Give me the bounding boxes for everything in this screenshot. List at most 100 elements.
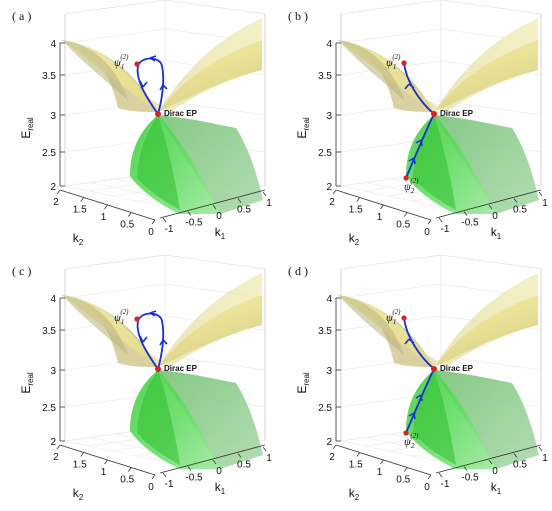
z-tick-label: 4 [326,294,332,305]
k1-tick [237,453,242,458]
k2-tick-label: 1.5 [73,460,87,471]
trajectory-arrow [159,339,168,346]
k2-tick-label: 0 [148,482,154,493]
k1-axis [435,444,542,474]
z-axis-label-sub: real [302,372,311,386]
k2-tick-label: 1.5 [349,460,363,471]
z-axis-label-sub: real [26,372,35,386]
z-tick-label: 3 [326,111,332,122]
k1-tick [538,446,543,452]
k2-tick-label: 2 [329,197,335,208]
lower-surface-side [434,115,539,214]
k2-tick [56,444,61,450]
k2-tick-label: 0.5 [120,220,134,231]
k2-tick-label: 1 [101,467,107,478]
ep-label: Dirac EP [440,109,474,118]
lower-surface-shade [137,115,180,210]
panel-label: ( b ) [288,9,308,23]
k1-tick [187,211,192,216]
k1-tick-label: -0.5 [185,218,203,229]
k2-axis-label-sub: 2 [355,238,360,247]
k1-tick [438,472,443,478]
trajectory-arrow [408,157,416,165]
lower-surface-shade [413,115,456,210]
psi-top-sup: (2) [120,53,129,61]
grid-line [64,283,166,299]
k2-tick [127,212,132,217]
k2-tick-label: 1 [377,212,383,223]
psi-bottom-sub: 2 [411,442,415,450]
k1-tick-label: 1 [266,198,272,209]
k2-tick [332,444,337,450]
k1-tick [488,459,493,465]
k1-axis [435,189,542,219]
k1-tick-label: -1 [441,224,450,235]
psi-top-sub: 1 [393,63,397,71]
k2-tick-label: 1 [377,467,383,478]
panel-label: ( d ) [288,264,308,278]
z-tick-label: 3 [50,111,56,122]
z-tick-label: 3.5 [42,71,56,82]
k2-tick [56,189,61,195]
k2-tick-label: 1 [101,212,107,223]
k1-tick [162,217,167,223]
trajectory-arrow [149,310,157,317]
k1-tick [513,453,518,458]
z-tick-label: 4 [50,294,56,305]
trajectory-arrow [408,412,416,420]
ep-point [431,366,437,372]
psi-bottom-sub: 2 [411,187,415,195]
k1-axis-label-sub: 1 [221,487,226,496]
k2-tick [427,474,432,480]
psi-top-sub: 1 [121,318,125,326]
k2-tick-label: 0 [424,482,430,493]
ep-label: Dirac EP [164,109,198,118]
upper-surface-shade [62,295,128,355]
k2-axis-label: k2 [73,486,84,502]
trajectory-arrow [404,83,415,90]
k1-tick-label: 0.5 [513,205,527,216]
k1-axis-label-sub: 1 [497,487,502,496]
k1-axis-label-sub: 1 [497,232,502,241]
k1-tick [187,466,192,471]
lower-surface-shade [413,370,456,465]
k2-tick [427,219,432,225]
panel-label: ( a ) [12,9,31,23]
k1-tick [212,459,217,465]
psi-top-point [401,60,407,66]
panel-label: ( c ) [12,264,31,278]
k2-axis-label-sub: 2 [79,238,84,247]
psi-top-sup: (2) [392,308,401,316]
z-tick-label: 4 [326,39,332,50]
k2-tick [332,189,337,195]
lower-surface-side [158,115,263,214]
k2-tick-label: 2 [53,197,59,208]
z-tick-label: 2 [50,182,56,193]
psi-top-label: ψ1(2) [114,308,129,326]
z-tick-label: 3 [326,366,332,377]
k2-tick [127,467,132,472]
ep-point [431,111,437,117]
k1-tick-label: -1 [165,224,174,235]
k2-tick [356,197,361,202]
k2-tick [380,459,384,465]
z-tick-label: 2.5 [318,148,332,159]
k1-tick-label: -0.5 [185,473,203,484]
trajectory-arrow [139,80,148,88]
k1-axis [159,189,266,219]
k2-tick-label: 1.5 [349,205,363,216]
k2-tick-label: 0.5 [396,475,410,486]
trajectory-arrow [139,335,148,343]
k1-axis-label-sub: 1 [221,232,226,241]
k1-tick-label: 0.5 [513,460,527,471]
psi-bottom-point [403,175,409,181]
psi-top-sup: (2) [120,308,129,316]
z-tick-label: 3.5 [42,326,56,337]
k1-axis-label: k1 [491,480,502,496]
k2-tick-label: 0 [424,227,430,238]
panel-d: 43.532.52Ereal21.510.50k2-1-0.500.51k1( … [288,254,548,502]
upper-surface-shade [338,40,404,100]
k1-tick [513,198,518,203]
z-tick-label: 4 [50,39,56,50]
psi-top-label: ψ1(2) [386,53,401,71]
